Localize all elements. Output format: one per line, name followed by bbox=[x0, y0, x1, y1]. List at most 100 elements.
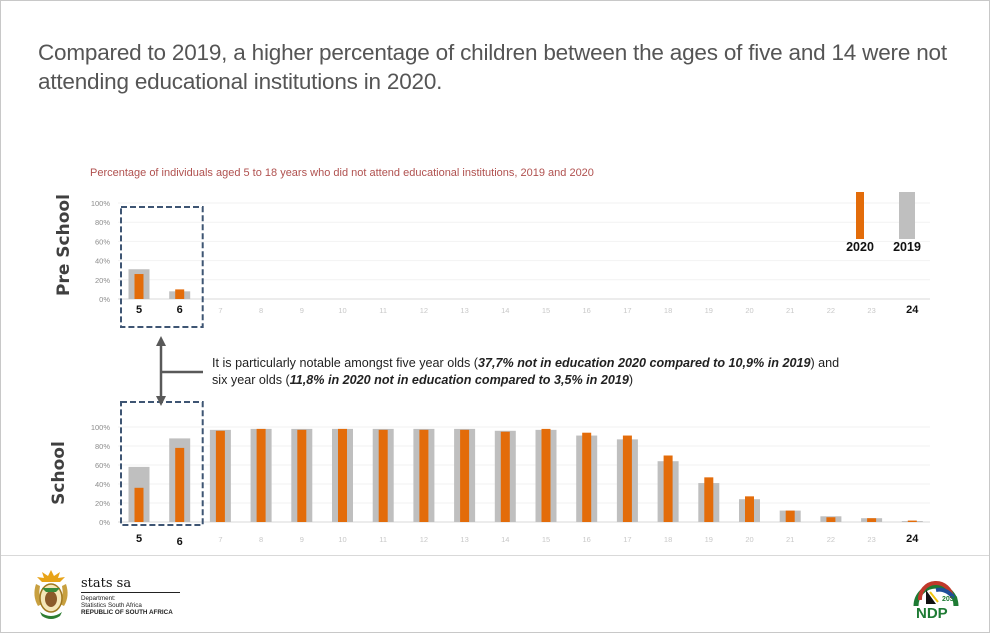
legend-swatch-2020 bbox=[856, 192, 864, 239]
annotation-note: It is particularly notable amongst five … bbox=[212, 355, 852, 389]
bar-2020 bbox=[338, 428, 347, 522]
x-tick-label: 24 bbox=[906, 304, 919, 316]
x-tick-label: 11 bbox=[379, 535, 387, 544]
x-tick-label: 23 bbox=[867, 535, 875, 544]
highlight-box bbox=[120, 206, 204, 328]
ndp-year: 2030 bbox=[942, 596, 958, 603]
y-tick-label: 60% bbox=[95, 461, 110, 470]
dept-line-1: Department: bbox=[81, 595, 116, 602]
note-highlight-six: 11,8% in 2020 not in education compared … bbox=[289, 373, 629, 387]
x-tick-label: 15 bbox=[542, 306, 550, 315]
x-tick-label: 10 bbox=[338, 306, 346, 315]
x-tick-label: 15 bbox=[542, 535, 550, 544]
bracket-arrow-icon bbox=[156, 336, 203, 406]
y-tick-label: 40% bbox=[95, 480, 110, 489]
coat-of-arms-icon bbox=[34, 570, 68, 619]
x-tick-label: 13 bbox=[460, 535, 468, 544]
bar-2020 bbox=[500, 431, 510, 522]
bar-2020 bbox=[175, 447, 185, 522]
y-tick-label: 80% bbox=[95, 442, 110, 451]
bar-2020 bbox=[215, 430, 225, 522]
x-tick-label: 17 bbox=[623, 306, 631, 315]
x-tick-label: 13 bbox=[460, 306, 468, 315]
x-tick-label: 19 bbox=[705, 306, 713, 315]
bar-2020 bbox=[663, 455, 673, 522]
ndp-text: NDP bbox=[916, 605, 948, 620]
bar-2020 bbox=[826, 517, 836, 522]
dept-line-3: REPUBLIC OF SOUTH AFRICA bbox=[81, 609, 173, 616]
bar-2020 bbox=[704, 477, 714, 522]
x-tick-label: 16 bbox=[583, 306, 591, 315]
legend-label-2019: 2019 bbox=[893, 240, 921, 254]
x-tick-label: 9 bbox=[300, 535, 304, 544]
x-tick-label: 19 bbox=[705, 535, 713, 544]
x-tick-label: 16 bbox=[583, 535, 591, 544]
x-tick-label: 12 bbox=[420, 306, 428, 315]
legend-swatch-2019 bbox=[899, 192, 915, 239]
footer-divider bbox=[1, 555, 989, 556]
y-tick-label: 100% bbox=[91, 423, 111, 432]
y-tick-label: 100% bbox=[91, 199, 111, 208]
x-tick-label: 6 bbox=[177, 536, 183, 548]
x-tick-label: 22 bbox=[827, 306, 835, 315]
x-tick-label: 5 bbox=[136, 533, 142, 545]
bar-2020 bbox=[460, 429, 470, 522]
y-tick-label: 40% bbox=[95, 257, 110, 266]
bar-2020 bbox=[134, 487, 144, 522]
x-tick-label: 17 bbox=[623, 535, 631, 544]
x-tick-label: 18 bbox=[664, 306, 672, 315]
bar-2020 bbox=[297, 429, 307, 522]
note-highlight-five: 37,7% not in education 2020 compared to … bbox=[478, 356, 811, 370]
note-text-2: ) and six year olds ( bbox=[212, 356, 840, 387]
x-tick-label: 14 bbox=[501, 535, 509, 544]
x-tick-label: 21 bbox=[786, 306, 794, 315]
department-text: Department: Statistics South Africa REPU… bbox=[81, 595, 173, 616]
bar-2020 bbox=[867, 518, 877, 522]
x-tick-label: 5 bbox=[136, 304, 142, 316]
arrow-up-icon bbox=[156, 336, 166, 346]
bar-2020 bbox=[785, 510, 795, 522]
y-tick-label: 80% bbox=[95, 218, 110, 227]
x-tick-label: 9 bbox=[300, 306, 304, 315]
y-tick-label: 20% bbox=[95, 499, 110, 508]
x-tick-label: 8 bbox=[259, 535, 263, 544]
x-tick-label: 7 bbox=[218, 535, 222, 544]
bar-2020 bbox=[134, 274, 144, 299]
org-name-rule bbox=[81, 592, 180, 593]
x-tick-label: 18 bbox=[664, 535, 672, 544]
bar-2020 bbox=[541, 428, 551, 522]
chart-legend: 2020 2019 bbox=[846, 192, 921, 254]
note-text-3: ) bbox=[628, 373, 634, 387]
legend-label-2020: 2020 bbox=[846, 240, 874, 254]
note-text-1: It is particularly notable amongst five … bbox=[212, 356, 478, 370]
x-tick-label: 22 bbox=[827, 535, 835, 544]
bar-2020 bbox=[622, 435, 632, 522]
y-tick-label: 20% bbox=[95, 276, 110, 285]
dept-line-2: Statistics South Africa bbox=[81, 602, 142, 609]
bar-2020 bbox=[256, 428, 266, 522]
x-tick-label: 14 bbox=[501, 306, 509, 315]
y-tick-label: 0% bbox=[99, 295, 110, 304]
x-tick-label: 23 bbox=[867, 306, 875, 315]
bar-2020 bbox=[582, 432, 592, 522]
slide-title: Compared to 2019, a higher percentage of… bbox=[38, 40, 947, 94]
x-tick-label: 12 bbox=[420, 535, 428, 544]
x-tick-label: 24 bbox=[906, 533, 919, 545]
bar-2020 bbox=[419, 429, 429, 522]
bar-2020 bbox=[175, 289, 185, 299]
x-tick-label: 20 bbox=[745, 535, 753, 544]
x-tick-label: 20 bbox=[745, 306, 753, 315]
chart-title: Percentage of individuals aged 5 to 18 y… bbox=[90, 167, 594, 179]
chart-panel-school: 0% 20% 40% 60% 80% 100% 5 6 7 8 9 10 11 12 13 14 15 16 17 1… bbox=[91, 401, 930, 548]
y-tick-label: 0% bbox=[99, 518, 110, 527]
x-tick-label: 21 bbox=[786, 535, 794, 544]
arrow-down-icon bbox=[156, 396, 166, 406]
x-tick-label: 7 bbox=[218, 306, 222, 315]
org-name: stats sa bbox=[81, 576, 132, 591]
bar-2020 bbox=[745, 496, 754, 522]
bar-2020 bbox=[907, 520, 917, 522]
bar-2020 bbox=[378, 429, 388, 522]
chart-panel-preschool: 0% 20% 40% 60% 80% 100% 5 6 7 8 9 10 11 12 13 14 15 16 17 1… bbox=[91, 199, 930, 328]
